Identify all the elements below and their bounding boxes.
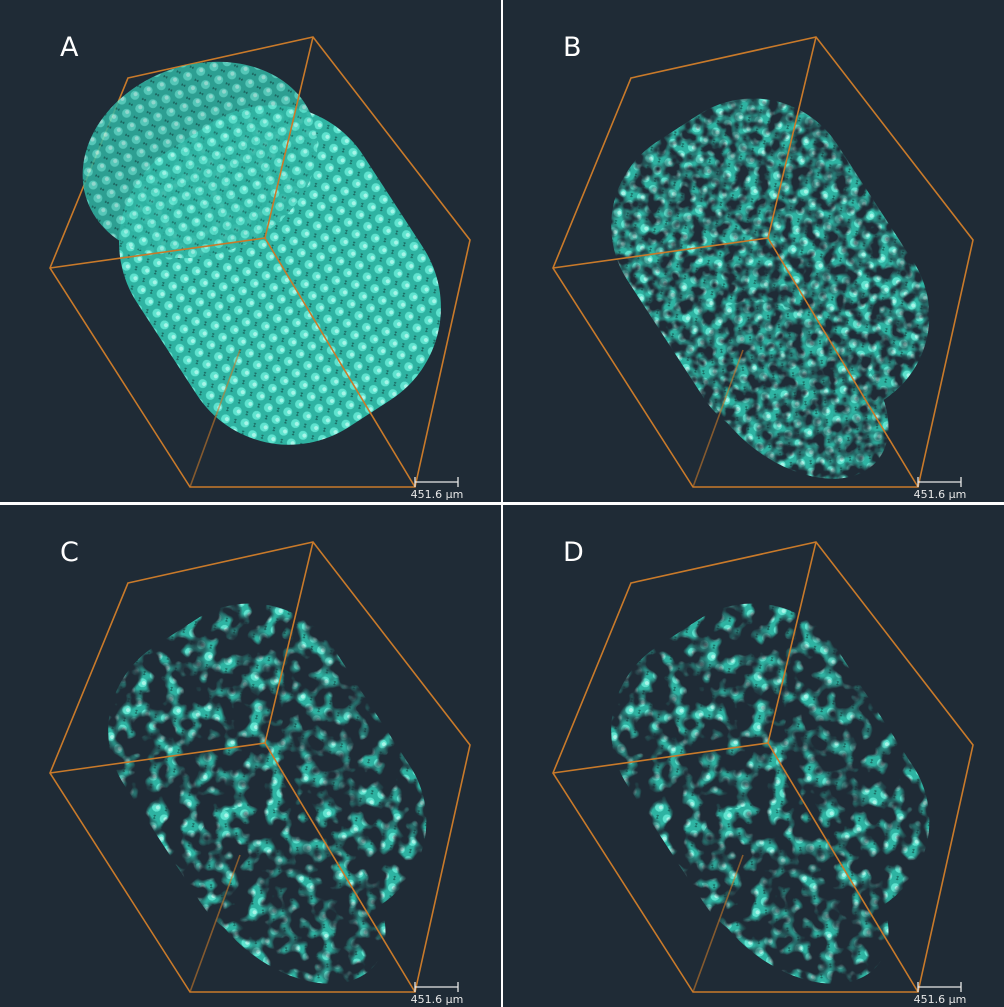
panel-label: B — [563, 32, 582, 63]
panel: C 451.6 µm — [0, 505, 501, 1007]
figure: A 451.6 µm B 451.6 µm C 451.6 µm D 451.6 µm — [0, 0, 1004, 1007]
panel-label: D — [563, 537, 584, 568]
panel-label: C — [60, 537, 79, 568]
scale-bar-label: 451.6 µm — [411, 488, 464, 501]
panel: A 451.6 µm — [0, 0, 501, 502]
panel: D 451.6 µm — [503, 505, 1004, 1007]
panel: B 451.6 µm — [503, 0, 1004, 514]
panel-label: A — [60, 32, 79, 63]
scale-bar-label: 451.6 µm — [411, 993, 464, 1006]
scale-bar-label: 451.6 µm — [914, 488, 967, 501]
scale-bar-label: 451.6 µm — [914, 993, 967, 1006]
